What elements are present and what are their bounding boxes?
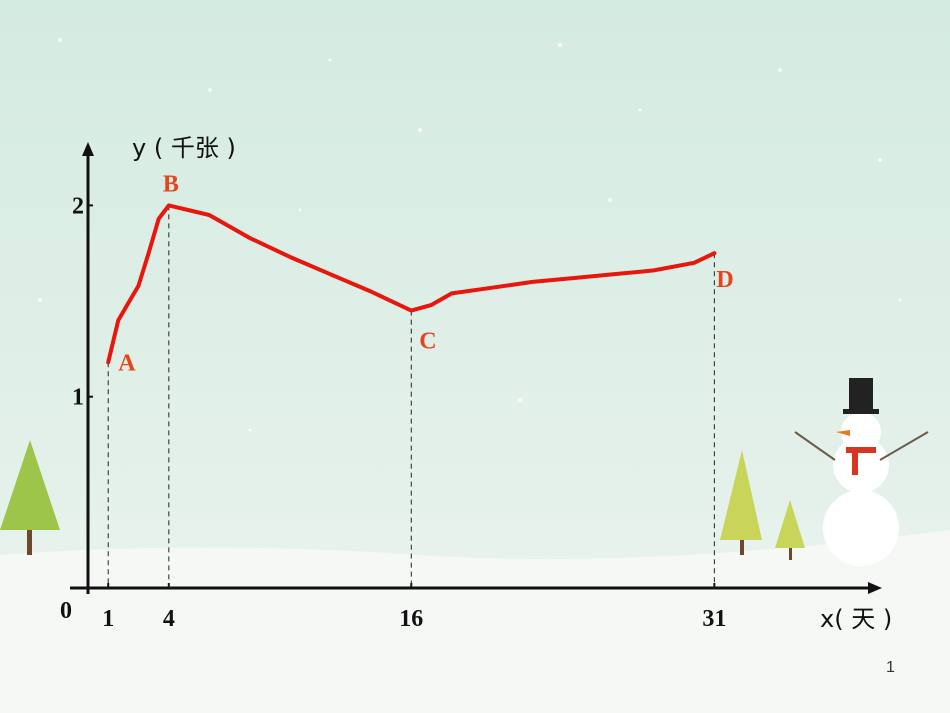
y-axis-arrow [82,142,94,156]
snowman [794,378,929,566]
x-axis-label: x( 天 ) [820,605,892,633]
plot: 0 1 2 1 4 16 31 A B C D [60,142,882,632]
x-axis-arrow [868,582,882,594]
x-tick-label: 4 [163,606,175,632]
y-tick-label: 2 [72,193,84,219]
page-number: 1 [886,659,895,676]
y-tick-label: 1 [72,385,84,411]
x-tick-label: 16 [399,606,423,632]
tree-left [0,440,60,555]
x-tick-label: 31 [702,606,726,632]
point-label: A [118,350,136,376]
snowflakes [38,38,902,432]
y-axis-label: y ( 千张 ) [132,134,236,162]
point-label: B [163,171,179,197]
point-label: C [419,329,436,355]
snow-ground [0,530,950,713]
trees-right [720,450,805,560]
y-tick-label: 0 [60,598,72,624]
x-tick-label: 1 [102,606,114,632]
point-label: D [716,267,733,293]
curve [106,203,717,365]
